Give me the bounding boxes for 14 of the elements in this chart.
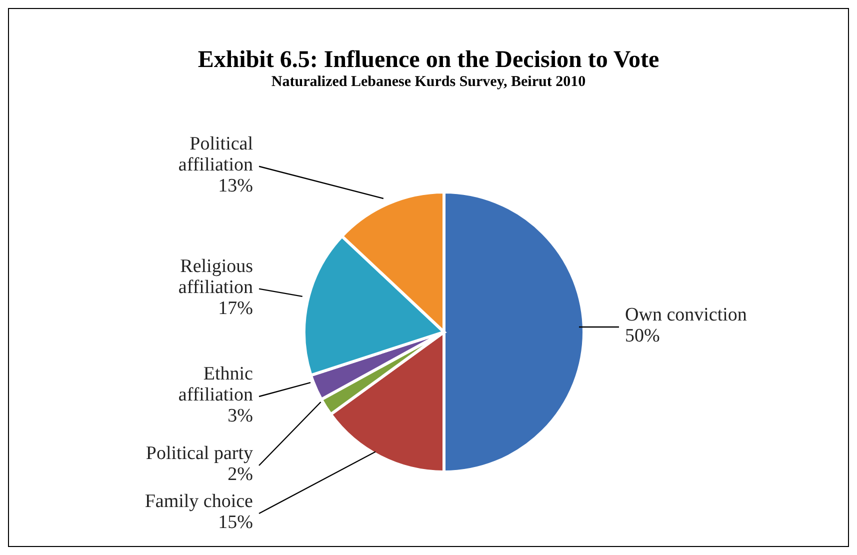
data-label: 13% xyxy=(218,176,254,197)
slice-label: Political party xyxy=(146,443,254,464)
data-label: 50% xyxy=(625,326,660,347)
data-label: 3% xyxy=(228,406,254,427)
chart-title: Exhibit 6.5: Influence on the Decision to Vote xyxy=(196,47,660,74)
data-label: 17% xyxy=(218,298,254,320)
slice-label: Political affiliation xyxy=(178,134,254,176)
data-label: 15% xyxy=(218,512,254,534)
slice-label: Own conviction xyxy=(625,304,748,326)
slice-label: Family choice xyxy=(144,491,253,512)
slice-label: Ethnic affiliation xyxy=(178,364,254,406)
chart-subtitle: Naturalized Lebanese Kurds Survey, Beirut 2010 xyxy=(270,74,587,91)
data-label: 2% xyxy=(228,464,254,486)
slice-label: Religious affiliation xyxy=(178,256,254,298)
